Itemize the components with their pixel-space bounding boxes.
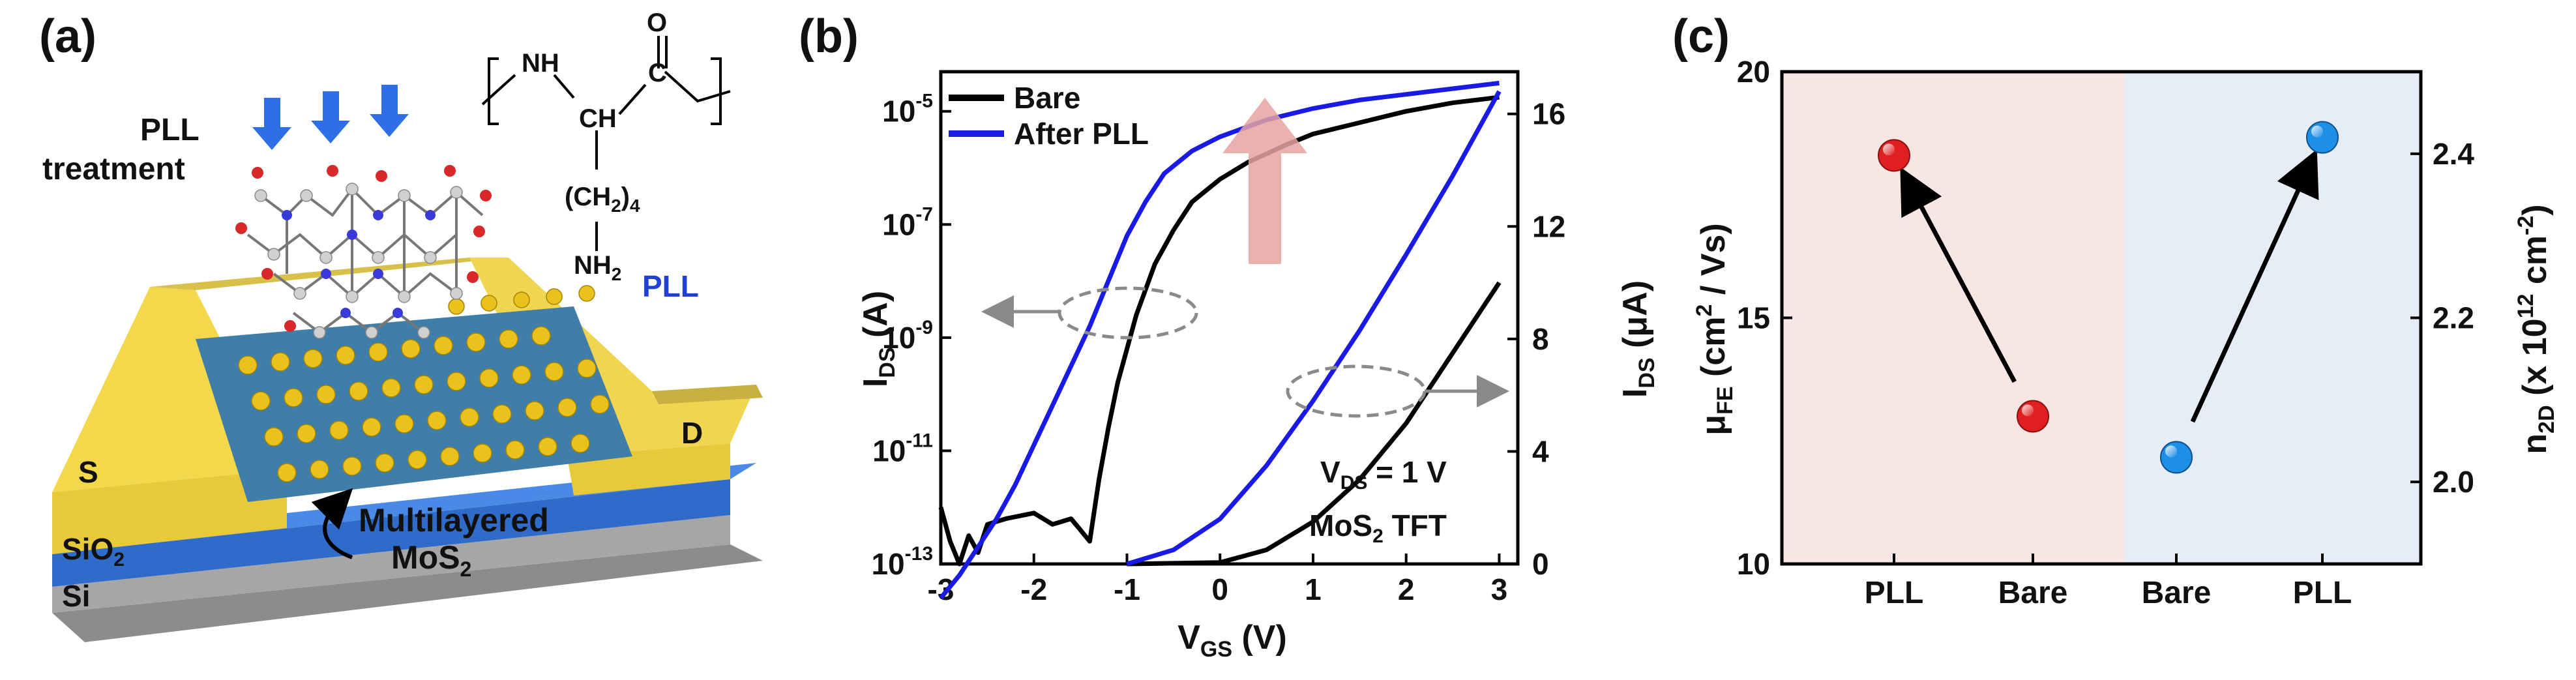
treatment-label-line2: treatment (42, 152, 185, 186)
arrow-down-icon (370, 85, 409, 137)
y-right-tick-label: 8 (1532, 322, 1549, 356)
x-tick-label: 2 (1398, 572, 1415, 606)
legend-label-pll: After PLL (1014, 117, 1149, 151)
amine-label: NH2 (574, 251, 621, 284)
si-label: Si (62, 579, 90, 613)
chemical-labels: NH CH O C (CH2)4 NH2 (522, 8, 667, 284)
drain-electrode-top (469, 258, 756, 456)
x-tick-label: 1 (1305, 572, 1322, 606)
annotation-tft: MoS2 TFT (1309, 509, 1447, 547)
y-left-axis-title: IDS (A) (857, 291, 900, 387)
mobility-point-highlight (2022, 404, 2034, 417)
x-tick-label: -1 (1114, 572, 1140, 606)
arrow-down-icon (252, 98, 291, 150)
drain-label: D (681, 416, 703, 450)
category-label-pll: PLL (2293, 576, 2352, 610)
category-label-bare: Bare (2142, 576, 2212, 610)
y-right-tick-label: 0 (1532, 547, 1549, 581)
density-point-highlight (2311, 125, 2323, 138)
mos2-pointer-arrow (311, 488, 353, 559)
treatment-label-line1: PLL (140, 113, 200, 147)
x-tick-label: 0 (1211, 572, 1228, 606)
panel-b: (b) -3 -2 -1 0 1 2 310-1310-1110-910-710-50481… (799, 10, 1659, 662)
y-left-tick-label: 10-7 (882, 203, 933, 241)
panel-b-label: (b) (799, 10, 859, 63)
axis-indicator-right (1286, 364, 1509, 418)
panel-c-background-bare-side (2124, 72, 2421, 564)
y-right-tick-label: 12 (1532, 209, 1565, 243)
x-tick-label: -2 (1020, 572, 1047, 606)
y-left-tick-label: 10-11 (872, 430, 933, 467)
series-line-bare-linear (1127, 281, 1502, 567)
mobility-tick-label: 10 (1737, 547, 1770, 581)
series-line-bare-log (938, 95, 1500, 567)
mobility-change-arrow (1900, 167, 2017, 383)
annotation-vds: VDS = 1 V (1320, 455, 1447, 494)
y-right-tick-label: 4 (1532, 434, 1549, 468)
layer-label-line1: Multilayered (359, 502, 549, 539)
density-point-pll (2306, 121, 2339, 154)
si-substrate-face (52, 515, 730, 613)
improvement-arrow (1222, 98, 1307, 264)
density-point-highlight (2165, 445, 2177, 458)
panel-c-plot: PLL Bare Bare PLL 10 15 20 2.0 2.2 2.4 (1737, 55, 2475, 610)
drain-edge (652, 385, 763, 404)
pll-molecules (235, 165, 492, 339)
source-label: S (78, 455, 98, 489)
y-right-tick-label: 16 (1532, 97, 1565, 131)
panel-a: (a) (39, 8, 763, 642)
mobility-tick-label: 20 (1737, 55, 1770, 89)
axis-indicator-left (981, 286, 1198, 340)
source-electrode (52, 469, 287, 554)
panel-c-background-pll-side (1782, 72, 2124, 564)
layer-label-line2: MoS2 (391, 539, 471, 581)
treatment-arrows (252, 85, 409, 150)
mobility-axis-title: μFE (cm2 / Vs) (1692, 223, 1738, 435)
series-line-after-pll-log (939, 80, 1500, 600)
density-change-arrow (2190, 149, 2319, 423)
arrow-down-icon (311, 91, 350, 143)
y-left-tick-label: 10-13 (871, 543, 933, 581)
y-left-tick-label: 10-9 (882, 317, 933, 355)
panel-b-legend: Bare After PLL (949, 81, 1149, 151)
legend-label-bare: Bare (1014, 81, 1080, 115)
mobility-tick-label: 15 (1737, 301, 1770, 335)
series-line-after-pll-linear (1126, 90, 1502, 567)
density-tick-label: 2.4 (2433, 137, 2474, 171)
category-label-pll: PLL (1865, 576, 1924, 610)
x-axis-title: VGS (V) (1177, 619, 1287, 662)
o-label: O (647, 8, 667, 37)
density-point-bare (2160, 441, 2193, 474)
category-label-bare: Bare (1998, 576, 2068, 610)
x-tick-label: 3 (1491, 572, 1508, 606)
y-left-tick-label: 10-5 (882, 91, 933, 128)
panel-c-label: (c) (1672, 10, 1730, 63)
si-substrate (52, 544, 763, 642)
ch-label: CH (579, 104, 617, 133)
pll-label: PLL (642, 269, 699, 303)
panel-c: (c) PLL Bare Bare PLL 10 15 20 2.0 2.2 2.4 μFE (c… (1672, 10, 2559, 610)
sio2-layer (52, 479, 730, 587)
density-axis-title: n2D (x 1012 cm-2) (2513, 204, 2559, 454)
nh-label: NH (522, 49, 559, 78)
pll-chemical-structure (481, 36, 731, 251)
c-label: C (648, 59, 667, 87)
panel-a-label: (a) (39, 10, 96, 63)
panel-b-plot-frame (939, 70, 1520, 566)
mobility-point-highlight (1883, 143, 1895, 156)
density-tick-label: 2.0 (2433, 465, 2474, 499)
mobility-point-pll (1878, 139, 1910, 172)
density-tick-label: 2.2 (2433, 301, 2474, 335)
mobility-point-bare (2017, 400, 2049, 433)
chain-label: (CH2)4 (565, 183, 640, 216)
mos2-atoms (238, 285, 610, 482)
sio2-label: SiO2 (62, 532, 125, 570)
y-right-axis-title: IDS (μA) (1616, 280, 1659, 398)
